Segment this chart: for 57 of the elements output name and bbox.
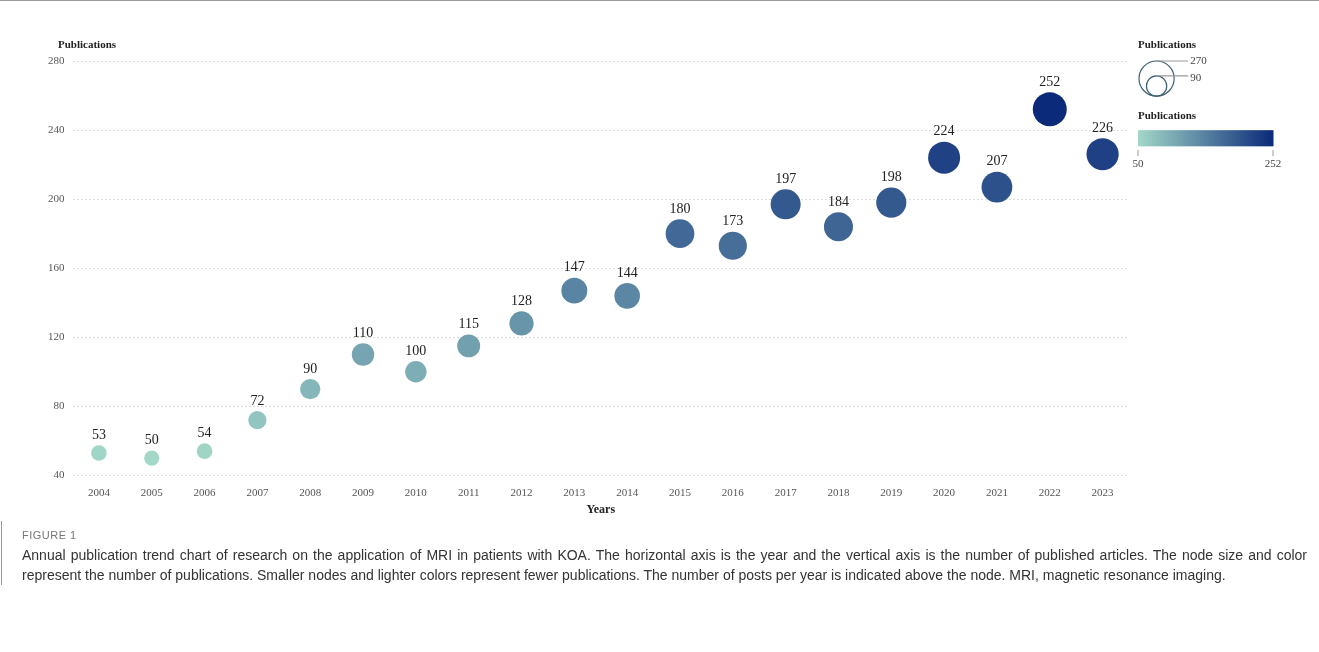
y-tick-label: 200 <box>48 192 65 205</box>
x-tick-label: 2015 <box>668 485 692 498</box>
caption: FIGURE 1 <box>22 529 78 541</box>
data-label: 180 <box>669 200 691 216</box>
data-label: 173 <box>722 213 744 229</box>
x-tick-label: 2004 <box>87 485 111 498</box>
x-tick-label: 2013 <box>563 485 586 498</box>
y-tick-label: 80 <box>53 399 65 412</box>
data-label: 144 <box>616 264 638 280</box>
color-bar-title: Publications <box>1138 109 1197 122</box>
x-tick-label: 2007 <box>246 485 269 498</box>
data-label: 207 <box>986 153 1008 169</box>
text: Annual publication trend chart of research on the application of MRI in patients with KOA. The horizontal axis is the year and the vertical axis is the number of published articles. The node size and color represent the number of publications. Smaller nodes and lighter colors represent fewer publications. The number of posts per year is indicated above the node. MRI, magnetic resonance imaging. <box>22 546 1307 585</box>
data-label: 90 <box>303 360 318 376</box>
data-label: 147 <box>563 259 585 275</box>
x-tick-label: 2020 <box>933 485 956 498</box>
data-label: 115 <box>458 316 479 332</box>
x-tick-label: 2011 <box>457 485 480 498</box>
x-axis-title: Years <box>586 501 616 516</box>
legend-label: 90 <box>1190 70 1202 83</box>
y-tick-label: 40 <box>53 468 65 481</box>
data-label: 72 <box>250 392 265 408</box>
data-label: 110 <box>352 324 374 340</box>
x-tick-label: 2021 <box>985 485 1008 498</box>
data-label: 128 <box>511 293 533 309</box>
x-tick-label: 2006 <box>193 485 217 498</box>
x-tick-label: 2014 <box>616 485 639 498</box>
x-tick-label: 2012 <box>510 485 533 498</box>
legend-label: 270 <box>1190 53 1208 66</box>
data-label: 197 <box>775 170 797 186</box>
data-label: 198 <box>880 169 902 185</box>
data-label: 100 <box>405 342 427 358</box>
x-tick-label: 2005 <box>140 485 164 498</box>
x-tick-label: 2010 <box>404 485 428 498</box>
data-label: 184 <box>827 193 849 209</box>
data-label: 54 <box>197 425 212 441</box>
y-tick-label: 120 <box>48 330 65 343</box>
legend-title: Publications <box>1138 37 1197 50</box>
color-bar-label: 50 <box>1132 156 1144 169</box>
y-tick-label: 280 <box>48 53 65 66</box>
data-label: 224 <box>933 123 955 139</box>
data-label: 53 <box>91 426 106 442</box>
x-tick-label: 2008 <box>299 485 322 498</box>
y-tick-label: 160 <box>48 261 65 274</box>
x-tick-label: 2009 <box>352 485 375 498</box>
x-tick-label: 2018 <box>827 485 850 498</box>
x-tick-label: 2019 <box>880 485 903 498</box>
x-tick-label: 2017 <box>774 485 798 498</box>
x-tick-label: 2022 <box>1038 485 1061 498</box>
x-tick-label: 2023 <box>1091 485 1115 498</box>
y-axis-title: Publications <box>58 38 117 51</box>
data-label: 50 <box>144 432 159 448</box>
data-label: 226 <box>1092 119 1114 135</box>
x-tick-label: 2016 <box>721 485 745 498</box>
data-label: 252 <box>1039 74 1061 90</box>
y-tick-label: 240 <box>48 122 65 135</box>
color-bar-label: 252 <box>1264 156 1282 169</box>
